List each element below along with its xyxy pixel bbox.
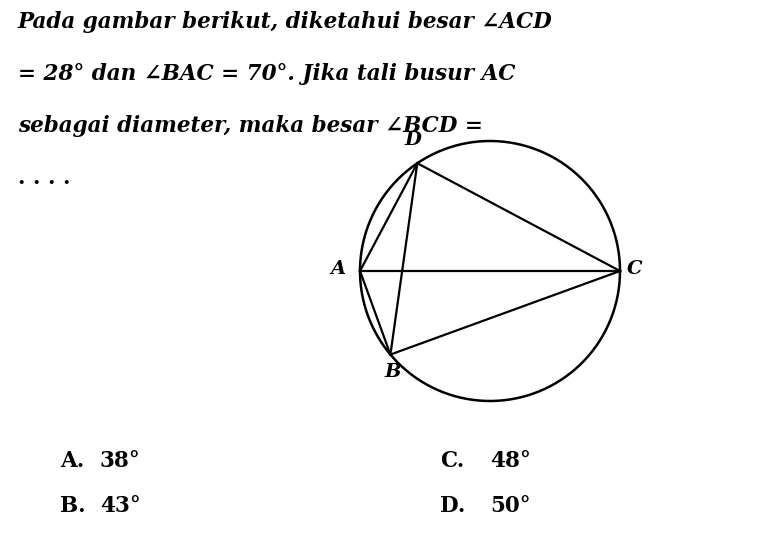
Text: B: B	[384, 363, 400, 381]
Text: C: C	[627, 260, 643, 278]
Text: D: D	[405, 131, 421, 149]
Text: . . . .: . . . .	[18, 167, 71, 189]
Text: C.: C.	[440, 450, 464, 472]
Text: B.: B.	[60, 495, 86, 517]
Text: 48°: 48°	[490, 450, 530, 472]
Text: = 28° dan ∠BAC = 70°. Jika tali busur AC: = 28° dan ∠BAC = 70°. Jika tali busur AC	[18, 63, 516, 85]
Text: A.: A.	[60, 450, 84, 472]
Text: A: A	[331, 260, 346, 278]
Text: sebagai diameter, maka besar ∠BCD =: sebagai diameter, maka besar ∠BCD =	[18, 115, 483, 137]
Text: Pada gambar berikut, diketahui besar ∠ACD: Pada gambar berikut, diketahui besar ∠AC…	[18, 11, 553, 33]
Text: 43°: 43°	[100, 495, 141, 517]
Text: 38°: 38°	[100, 450, 141, 472]
Text: 50°: 50°	[490, 495, 530, 517]
Text: D.: D.	[440, 495, 465, 517]
